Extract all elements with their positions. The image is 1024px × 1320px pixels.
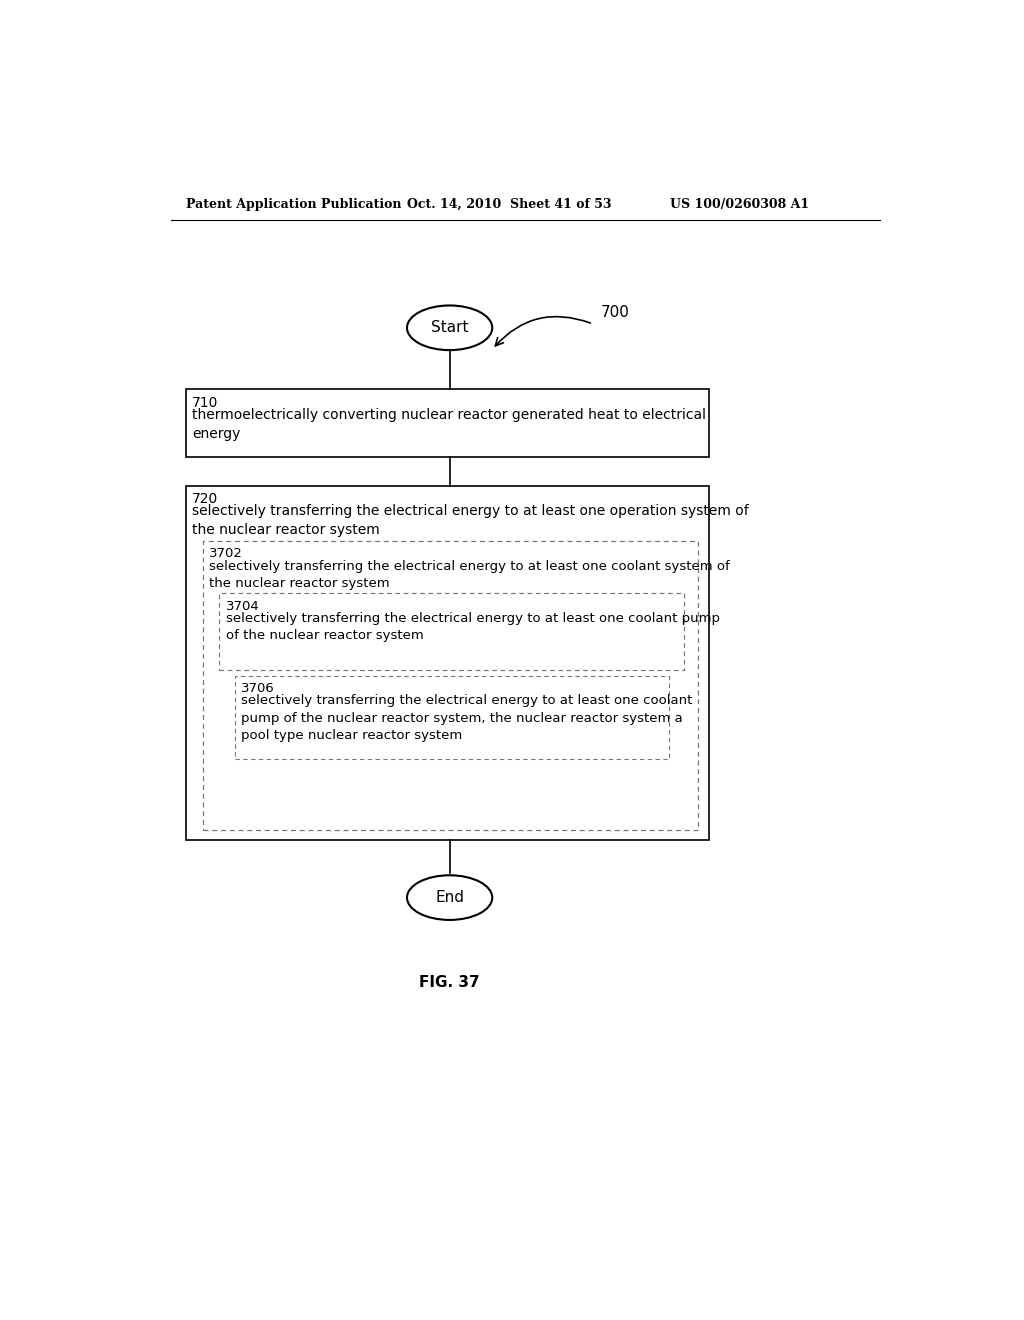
Text: Oct. 14, 2010  Sheet 41 of 53: Oct. 14, 2010 Sheet 41 of 53 (407, 198, 611, 211)
Text: selectively transferring the electrical energy to at least one coolant system of: selectively transferring the electrical … (209, 560, 730, 590)
FancyArrowPatch shape (496, 317, 591, 346)
Bar (234, 676, 669, 759)
Bar (219, 594, 684, 671)
Text: selectively transferring the electrical energy to at least one coolant pump
of t: selectively transferring the electrical … (225, 612, 720, 643)
Text: FIG. 37: FIG. 37 (419, 974, 480, 990)
Text: 3702: 3702 (209, 548, 244, 560)
Text: thermoelectrically converting nuclear reactor generated heat to electrical
energ: thermoelectrically converting nuclear re… (193, 408, 707, 441)
Text: Start: Start (431, 321, 468, 335)
Text: Patent Application Publication: Patent Application Publication (186, 198, 401, 211)
Text: End: End (435, 890, 464, 906)
Text: selectively transferring the electrical energy to at least one operation system : selectively transferring the electrical … (193, 504, 750, 537)
Text: US 100/0260308 A1: US 100/0260308 A1 (671, 198, 810, 211)
Bar (186, 486, 710, 840)
Text: 3704: 3704 (225, 599, 259, 612)
Bar (203, 541, 697, 830)
Text: 710: 710 (193, 396, 219, 409)
Bar (186, 389, 710, 457)
Text: 3706: 3706 (241, 682, 274, 696)
Text: 720: 720 (193, 492, 218, 506)
Text: selectively transferring the electrical energy to at least one coolant
pump of t: selectively transferring the electrical … (241, 694, 692, 742)
Text: 700: 700 (601, 305, 630, 319)
